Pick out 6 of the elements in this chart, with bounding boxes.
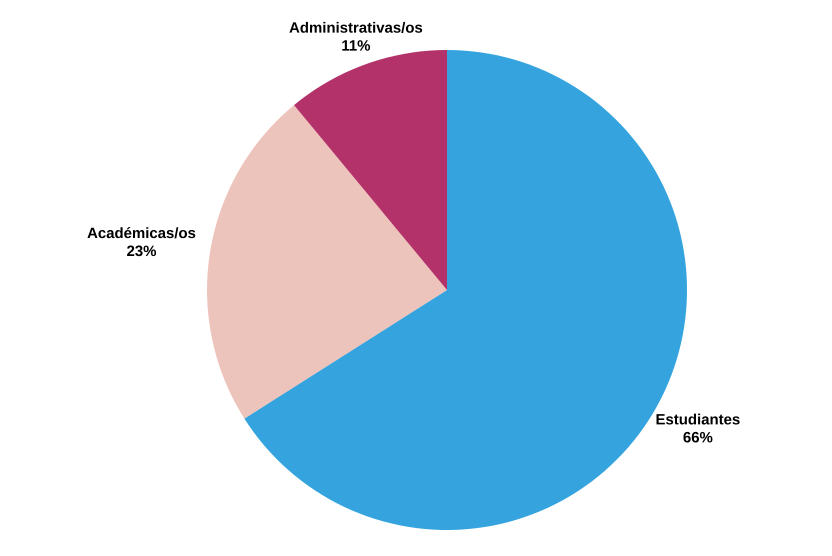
data-label: 66% (683, 432, 712, 442)
slice-label: Administrativas/os (289, 22, 422, 33)
data-label: 11% (342, 40, 370, 51)
data-label: 23% (127, 246, 156, 256)
slice-label: Estudiantes (656, 414, 740, 425)
slice-label: Académicas/os (87, 227, 196, 238)
